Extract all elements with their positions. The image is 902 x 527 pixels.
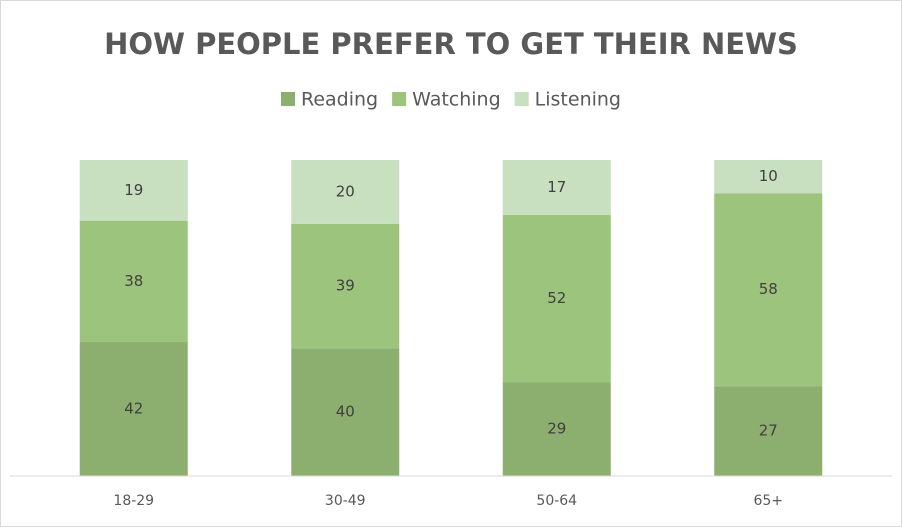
data-label: 52 [547,289,566,307]
data-label: 42 [124,399,143,417]
legend-swatch [281,92,295,106]
data-label: 39 [336,277,355,295]
data-label: 20 [336,182,355,200]
legend-label: Listening [535,89,621,111]
bar-segment [714,386,823,476]
legend-swatch [392,92,407,106]
bar-segment [291,223,400,349]
x-tick-label: 30-49 [325,493,366,509]
legend-label: Reading [301,89,378,111]
data-label: 29 [547,420,566,438]
legend-swatch [514,92,529,106]
bar-segment [79,220,188,342]
legend-label: Watching [412,89,501,111]
bar-segment [502,160,611,215]
chart-title: HOW PEOPLE PREFER TO GET THEIR NEWS [104,27,798,61]
bar-segment [79,341,188,476]
data-label: 17 [547,178,566,196]
x-tick-label: 65+ [753,493,783,509]
data-label: 27 [759,422,778,440]
bar-segment [714,160,823,194]
bar-segment [79,160,188,221]
bar-segment [502,382,611,476]
bar-segment [502,214,611,383]
data-label: 38 [124,272,143,290]
data-label: 19 [124,181,143,199]
bar-segment [714,193,823,387]
x-tick-label: 50-64 [536,493,577,509]
bar-segment [291,160,400,224]
bar-segment [291,348,400,476]
data-label: 40 [336,403,355,421]
data-label: 10 [759,167,778,185]
x-tick-label: 18-29 [113,493,154,509]
data-label: 58 [759,280,778,298]
